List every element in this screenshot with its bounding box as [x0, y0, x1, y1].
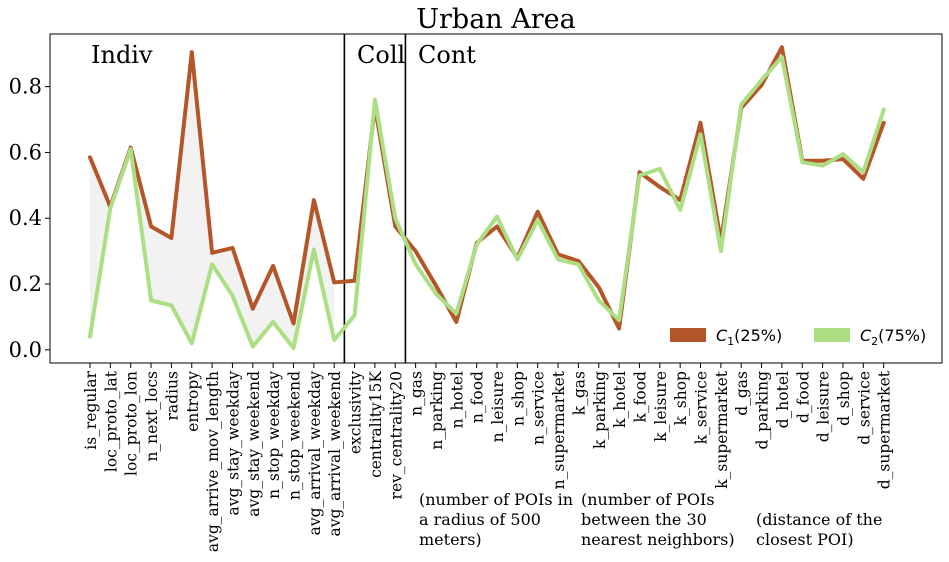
- y-tick-label: 0.8: [9, 75, 42, 99]
- annotation-line: a radius of 500: [419, 510, 541, 529]
- annotation-line: closest POI): [756, 530, 854, 549]
- shaded-region: [90, 52, 335, 349]
- group-label-coll: Coll: [357, 41, 405, 69]
- x-tick-label: avg_stay_weekday: [224, 371, 242, 516]
- x-tick-label: is_regular: [82, 370, 100, 449]
- x-tick-label: n_stop_weekend: [286, 371, 304, 500]
- legend-label-base: C: [716, 326, 728, 345]
- group-label-indiv: Indiv: [91, 41, 153, 69]
- x-tick-label: avg_stay_weekend: [245, 371, 263, 517]
- x-tick-label: k_leisure: [652, 371, 670, 442]
- y-axis: 0.0 0.2 0.4 0.6 0.8: [9, 75, 50, 362]
- annotation-3: (distance of the closest POI): [756, 510, 882, 549]
- x-tick-label: n_leisure: [489, 371, 507, 442]
- annotation-line: (distance of the: [756, 510, 882, 529]
- y-tick-label: 0.4: [9, 206, 42, 230]
- annotation-line: (number of POIs: [581, 490, 715, 509]
- x-tick-label: n_parking: [428, 371, 446, 450]
- x-tick-label: centrality15K: [367, 371, 385, 478]
- x-tick-label: k_shop: [672, 371, 690, 425]
- x-tick-label: avg_arrive_mov_length: [204, 371, 222, 552]
- series-line-1: [88, 45, 886, 331]
- group-label-cont: Cont: [418, 41, 476, 69]
- annotation-line: (number of POIs in: [419, 490, 573, 509]
- x-tick-label: d_food: [794, 371, 812, 423]
- x-tick-label: rev_centrality20: [387, 371, 405, 499]
- legend-label-1: C1(25%): [716, 326, 782, 348]
- x-tick-label: k_food: [631, 371, 649, 423]
- x-tick-label: d_parking: [754, 371, 772, 450]
- x-tick-label: loc_proto_lon: [123, 371, 141, 476]
- x-tick-label: entropy: [184, 371, 202, 432]
- annotation-line: nearest neighbors): [581, 530, 735, 549]
- annotation-line: meters): [419, 530, 482, 549]
- x-tick-label: k_supermarket: [713, 370, 731, 488]
- x-tick-label: n_hotel: [448, 371, 466, 428]
- legend-label-2: C2(75%): [860, 326, 926, 348]
- legend-label-suffix: (75%): [878, 326, 926, 345]
- legend-label-base: C: [860, 326, 872, 345]
- annotations: (number of POIs in a radius of 500 meters)…: [419, 490, 882, 549]
- series-lines: [88, 45, 886, 351]
- x-tick-label: loc_proto_lat: [102, 370, 120, 472]
- plot-frame: [49, 33, 943, 364]
- x-tick-label: k_parking: [591, 371, 609, 449]
- shaded-area: [90, 52, 335, 349]
- x-tick-label: n_supermarket: [550, 370, 568, 489]
- x-tick-label: d_supermarket: [876, 370, 894, 489]
- legend-swatch-2: [814, 328, 850, 342]
- x-tick-label: d_hotel: [774, 371, 792, 428]
- x-tick-label: d_shop: [835, 371, 853, 426]
- x-tick-label: d_leisure: [815, 371, 833, 442]
- legend: C1(25%) C2(75%): [670, 326, 926, 348]
- group-labels: Indiv Coll Cont: [91, 41, 476, 69]
- group-dividers: [343, 34, 407, 363]
- y-tick-label: 0.6: [9, 140, 42, 164]
- x-tick-label: n_gas: [408, 371, 426, 416]
- x-tick-label: avg_arrival_weekend: [326, 371, 344, 537]
- annotation-1: (number of POIs in a radius of 500 meters): [419, 490, 573, 549]
- x-tick-label: k_service: [693, 371, 711, 444]
- x-tick-label: d_gas: [733, 371, 751, 416]
- x-tick-label: exclusivity: [347, 371, 365, 454]
- y-tick-label: 0.2: [9, 272, 42, 296]
- legend-label-sub: 1: [727, 335, 734, 348]
- chart-title: Urban Area: [416, 4, 576, 35]
- x-axis: is_regular loc_proto_lat loc_proto_lon n_ne…: [82, 363, 894, 552]
- y-tick-label: 0.0: [9, 338, 42, 362]
- annotation-2: (number of POIs between the 30 nearest nei…: [581, 490, 735, 549]
- x-tick-label: n_service: [530, 371, 548, 445]
- x-tick-label: n_next_locs: [143, 371, 161, 462]
- x-tick-label: k_gas: [570, 371, 588, 415]
- x-tick-label: d_service: [855, 371, 873, 445]
- legend-label-sub: 2: [871, 335, 878, 348]
- x-tick-label: k_hotel: [611, 371, 629, 428]
- x-tick-label: n_stop_weekday: [265, 371, 283, 499]
- x-tick-label: avg_arrival_weekday: [306, 371, 324, 536]
- annotation-line: between the 30: [581, 510, 707, 529]
- series-line-2: [88, 55, 886, 351]
- legend-swatch-1: [670, 328, 706, 342]
- x-tick-label: n_shop: [509, 371, 527, 426]
- legend-label-suffix: (25%): [734, 326, 782, 345]
- x-tick-label: n_food: [469, 371, 487, 423]
- x-tick-label: radius: [163, 371, 181, 421]
